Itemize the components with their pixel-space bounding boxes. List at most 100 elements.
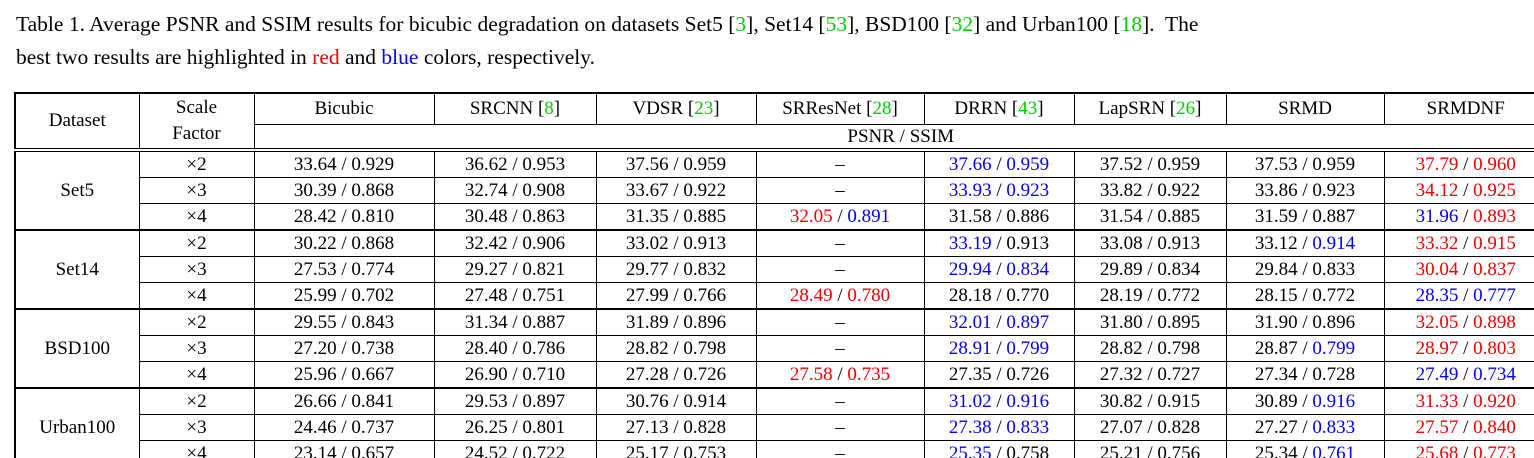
value-separator: / [1297, 363, 1313, 385]
missing-value-cell: – [755, 256, 925, 283]
scale-cell: ×2 [138, 229, 255, 257]
psnr-value: 27.32 [1099, 363, 1143, 385]
value-separator: / [507, 153, 523, 175]
value-separator: / [1458, 153, 1474, 175]
ssim-value: 0.828 [683, 416, 727, 438]
value-separator: / [991, 284, 1007, 306]
ssim-value: 0.780 [847, 284, 891, 306]
value-separator: / [1142, 258, 1158, 280]
psnr-value: 32.74 [464, 179, 508, 201]
ssim-value: 0.887 [1312, 205, 1356, 227]
citation-number: 3 [735, 12, 747, 36]
column-header-srmd: SRMD [1225, 92, 1385, 125]
scale-column-header: Scale Factor [138, 92, 255, 151]
value-separator: / [668, 442, 684, 458]
value-separator: / [991, 311, 1007, 333]
ssim-value: 0.837 [1473, 258, 1516, 280]
ssim-value: 0.915 [1473, 232, 1516, 254]
method-name: ] [891, 98, 898, 119]
psnr-ssim-cell: 37.66 / 0.959 [923, 149, 1075, 178]
method-name: SRMDNF [1426, 98, 1505, 119]
value-separator: / [1458, 179, 1474, 201]
psnr-ssim-cell: 29.84 / 0.833 [1225, 256, 1385, 283]
psnr-ssim-cell: 33.86 / 0.923 [1225, 177, 1385, 204]
value-separator: / [991, 205, 1007, 227]
psnr-ssim-cell: 30.04 / 0.837 [1383, 256, 1534, 283]
method-name: SRResNet [ [782, 98, 873, 119]
psnr-ssim-cell: 27.57 / 0.840 [1383, 414, 1534, 441]
ssim-value: 0.959 [1157, 153, 1201, 175]
value-separator: / [1458, 442, 1474, 458]
psnr-ssim-cell: 28.97 / 0.803 [1383, 335, 1534, 362]
scale-cell: ×4 [138, 282, 255, 310]
method-name: ] [1195, 98, 1202, 119]
ssim-value: 0.777 [1473, 284, 1516, 306]
missing-value-cell: – [755, 335, 925, 362]
value-separator: / [336, 258, 352, 280]
psnr-ssim-cell: 31.58 / 0.886 [923, 203, 1075, 231]
psnr-ssim-cell: 25.96 / 0.667 [253, 361, 435, 389]
psnr-value: 29.94 [948, 258, 992, 280]
psnr-ssim-cell: 28.19 / 0.772 [1073, 282, 1227, 310]
value-separator: / [991, 390, 1007, 412]
missing-value-cell: – [755, 149, 925, 178]
value-separator: / [336, 390, 352, 412]
psnr-ssim-cell: 25.21 / 0.756 [1073, 440, 1227, 458]
psnr-value: 32.05 [1415, 311, 1459, 333]
psnr-ssim-cell: 33.12 / 0.914 [1225, 229, 1385, 257]
psnr-ssim-cell: 25.34 / 0.761 [1225, 440, 1385, 458]
psnr-value: 30.22 [293, 232, 337, 254]
ssim-value: 0.726 [683, 363, 727, 385]
psnr-value: 30.39 [293, 179, 337, 201]
ssim-value: 0.896 [683, 311, 727, 333]
psnr-ssim-cell: 33.32 / 0.915 [1383, 229, 1534, 257]
value-separator: / [1142, 179, 1158, 201]
psnr-value: 27.35 [948, 363, 992, 385]
psnr-ssim-cell: 37.56 / 0.959 [595, 149, 757, 178]
ssim-value: 0.913 [683, 232, 727, 254]
value-separator: / [507, 311, 523, 333]
method-name: SRMD [1278, 98, 1332, 119]
table-row: Set14 ×2 30.22 / 0.868 32.42 / 0.906 33.02 /… [14, 229, 1534, 310]
ssim-value: 0.798 [683, 337, 727, 359]
psnr-value: 33.32 [1415, 232, 1459, 254]
psnr-value: 37.53 [1254, 153, 1298, 175]
value-separator: / [991, 416, 1007, 438]
value-separator: / [1297, 284, 1313, 306]
psnr-value: 27.20 [293, 337, 337, 359]
ssim-value: 0.914 [683, 390, 727, 412]
psnr-ssim-cell: 28.49 / 0.780 [755, 282, 925, 310]
ssim-value: 0.834 [1006, 258, 1050, 280]
psnr-ssim-cell: 30.39 / 0.868 [253, 177, 435, 204]
psnr-ssim-cell: 24.46 / 0.737 [253, 414, 435, 441]
psnr-ssim-cell: 32.05 / 0.891 [755, 203, 925, 231]
psnr-value: 27.34 [1254, 363, 1298, 385]
psnr-value: 33.86 [1254, 179, 1298, 201]
value-separator: / [507, 232, 523, 254]
ssim-value: 0.722 [522, 442, 566, 458]
psnr-value: 29.84 [1254, 258, 1298, 280]
ssim-value: 0.843 [351, 311, 395, 333]
psnr-value: 33.67 [625, 179, 669, 201]
value-separator: / [1458, 337, 1474, 359]
value-separator: / [507, 179, 523, 201]
value-separator: / [668, 311, 684, 333]
scale-header-line1: Scale [175, 97, 218, 118]
psnr-value: 27.48 [464, 284, 508, 306]
value-separator: / [991, 442, 1007, 458]
scale-cell: ×3 [138, 177, 255, 204]
ssim-value: 0.766 [683, 284, 727, 306]
psnr-value: 27.27 [1254, 416, 1298, 438]
ssim-value: 0.734 [1473, 363, 1516, 385]
psnr-ssim-cell: 27.58 / 0.735 [755, 361, 925, 389]
ssim-value: 0.833 [1312, 258, 1356, 280]
psnr-ssim-cell: 28.82 / 0.798 [595, 335, 757, 362]
value-separator: / [1458, 363, 1474, 385]
psnr-value: 25.68 [1415, 442, 1459, 458]
value-separator: / [1142, 363, 1158, 385]
psnr-value: 28.82 [625, 337, 669, 359]
value-separator: / [336, 442, 352, 458]
psnr-ssim-cell: 37.53 / 0.959 [1225, 149, 1385, 178]
caption-text: ] and Urban100 [ [973, 12, 1121, 36]
caption-text: colors, respectively. [418, 45, 595, 69]
